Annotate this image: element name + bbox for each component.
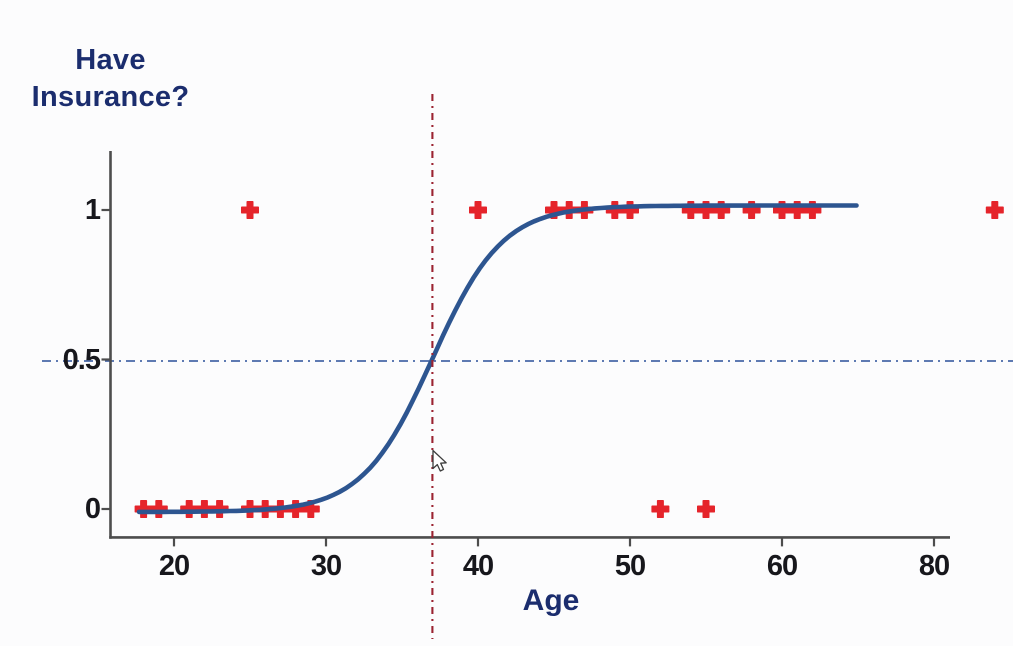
- mouse-cursor: [432, 449, 447, 472]
- data-point-plus: [545, 201, 563, 219]
- x-tick-label: 40: [462, 550, 494, 582]
- data-point-plus: [469, 201, 487, 219]
- data-point-plus: [241, 201, 259, 219]
- chart-title-line1: Have: [75, 44, 146, 76]
- data-point-plus: [195, 500, 214, 518]
- data-point-plus: [605, 201, 624, 219]
- data-point-plus: [697, 500, 715, 518]
- y-tick-label: 0.5: [62, 343, 101, 376]
- y-tick-label: 0: [84, 493, 101, 525]
- chart-title: Have Insurance?: [8, 42, 213, 116]
- x-axis-title: Age: [522, 584, 580, 617]
- x-tick-label: 30: [310, 550, 342, 582]
- chart-title-line2: Insurance?: [31, 81, 190, 113]
- sigmoid-curve: [136, 203, 859, 515]
- x-tick-label: 60: [766, 550, 798, 582]
- data-point-plus: [149, 500, 168, 518]
- data-point-plus: [985, 201, 1004, 219]
- x-tick-label: 20: [158, 550, 190, 582]
- y-tick-label: 1: [84, 194, 101, 226]
- data-point-plus: [651, 500, 670, 518]
- x-tick-label: 50: [614, 550, 646, 582]
- data-point-plus: [134, 500, 153, 518]
- x-tick-label: 80: [918, 550, 950, 582]
- data-point-plus: [180, 500, 199, 518]
